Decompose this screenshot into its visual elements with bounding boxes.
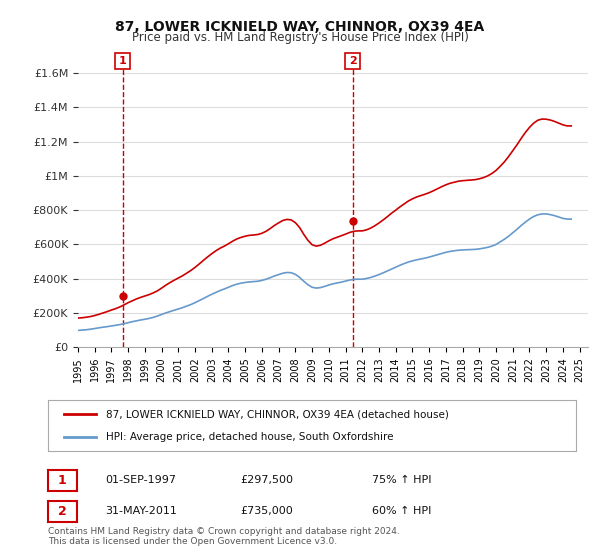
Text: Contains HM Land Registry data © Crown copyright and database right 2024.
This d: Contains HM Land Registry data © Crown c… <box>48 526 400 546</box>
Text: £297,500: £297,500 <box>240 475 293 486</box>
Text: 87, LOWER ICKNIELD WAY, CHINNOR, OX39 4EA: 87, LOWER ICKNIELD WAY, CHINNOR, OX39 4E… <box>115 20 485 34</box>
Text: £735,000: £735,000 <box>240 506 293 516</box>
Text: 75% ↑ HPI: 75% ↑ HPI <box>372 475 431 486</box>
Text: 1: 1 <box>58 474 67 487</box>
Text: 2: 2 <box>58 505 67 518</box>
Text: 87, LOWER ICKNIELD WAY, CHINNOR, OX39 4EA (detached house): 87, LOWER ICKNIELD WAY, CHINNOR, OX39 4E… <box>106 409 449 419</box>
Text: 2: 2 <box>349 56 356 66</box>
Text: HPI: Average price, detached house, South Oxfordshire: HPI: Average price, detached house, Sout… <box>106 432 394 442</box>
Text: 60% ↑ HPI: 60% ↑ HPI <box>372 506 431 516</box>
Text: 01-SEP-1997: 01-SEP-1997 <box>105 475 176 486</box>
Text: 1: 1 <box>119 56 127 66</box>
Text: Price paid vs. HM Land Registry's House Price Index (HPI): Price paid vs. HM Land Registry's House … <box>131 31 469 44</box>
Text: 31-MAY-2011: 31-MAY-2011 <box>105 506 177 516</box>
